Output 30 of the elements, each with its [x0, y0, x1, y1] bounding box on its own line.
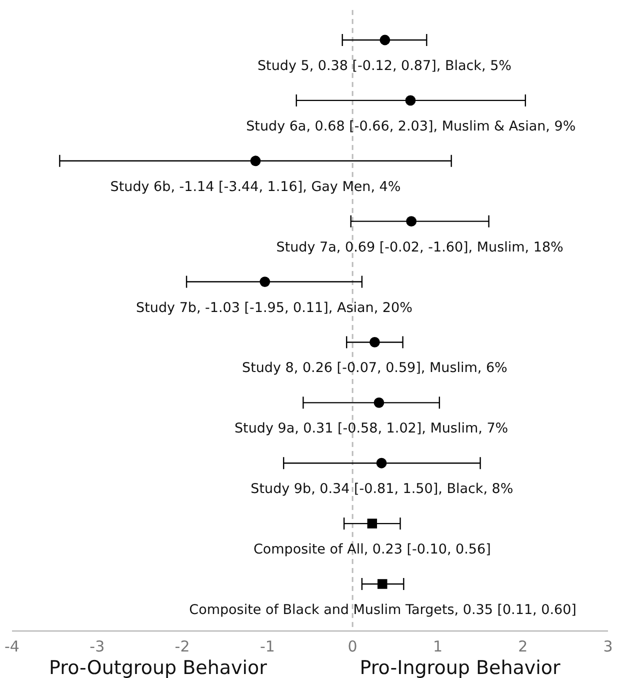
x-tick-label: 1 — [432, 638, 442, 656]
y-tick-label: Study 5, 0.38 [-0.12, 0.87], Black, 5% — [257, 58, 512, 74]
x-tick-label: -1 — [260, 638, 275, 656]
y-tick-label: Study 7b, -1.03 [-1.95, 0.11], Asian, 20% — [136, 300, 413, 316]
point — [374, 397, 384, 408]
y-tick-label: Study 6b, -1.14 [-3.44, 1.16], Gay Men, 4% — [110, 178, 401, 195]
point — [250, 156, 261, 166]
y-tick-label: Study 9a, 0.31 [-0.58, 1.02], Muslim, 7% — [234, 420, 508, 437]
x-tick-label: -2 — [174, 638, 190, 656]
point — [260, 276, 270, 287]
y-tick-label: Study 6a, 0.68 [-0.66, 2.03], Muslim & Asian, 9% — [246, 118, 576, 134]
y-tick-label: Composite of All, 0.23 [-0.10, 0.56] — [253, 542, 491, 558]
y-tick-label: Study 8, 0.26 [-0.07, 0.59], Muslim, 6% — [242, 360, 508, 376]
text: Pro-Outgroup Behavior — [49, 657, 268, 678]
x-tick-label: 3 — [603, 638, 613, 656]
point — [376, 458, 387, 468]
text: Pro-Ingroup Behavior — [360, 657, 561, 678]
point — [370, 337, 380, 348]
x-tick-label: -3 — [90, 638, 105, 656]
y-tick-label: Study 7a, 0.69 [-0.02, -1.60], Muslim, 18% — [276, 239, 564, 256]
x-tick-label: -4 — [4, 638, 20, 656]
y-tick-label: Study 9b, 0.34 [-0.81, 1.50], Black, 8% — [250, 481, 514, 498]
x-tick-label: 0 — [348, 638, 358, 656]
point — [367, 518, 378, 528]
point — [378, 579, 388, 589]
point — [380, 34, 390, 46]
x-tick-label: 2 — [518, 638, 528, 656]
y-tick-label: Composite of Black and Muslim Targets, 0.35 [0.11, 0.60] — [189, 602, 576, 618]
point — [405, 95, 416, 106]
point — [406, 216, 417, 227]
